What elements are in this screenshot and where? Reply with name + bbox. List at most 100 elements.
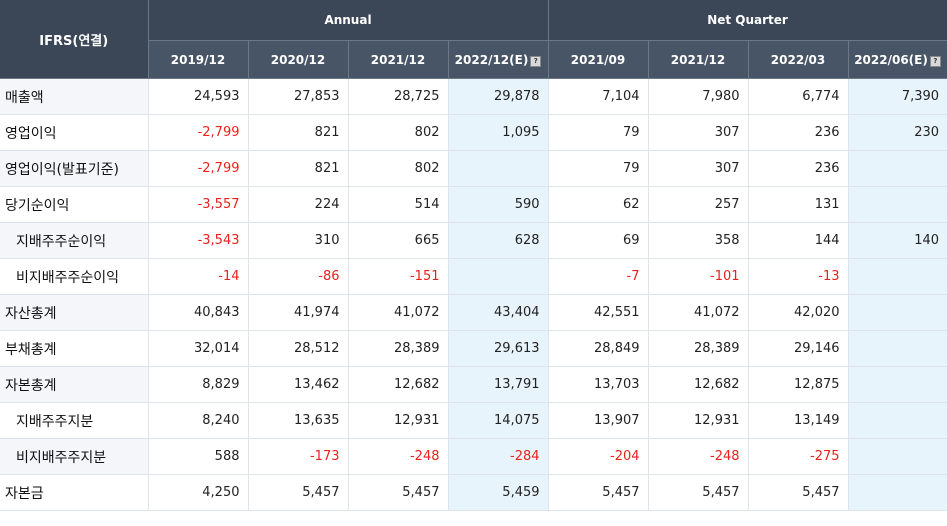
value-cell: 5,459 (448, 474, 549, 511)
value-cell: 40,843 (148, 294, 249, 331)
value-cell: 13,462 (248, 366, 349, 403)
period-label: 2022/06(E) (854, 52, 928, 67)
table-row: 지배주주지분 8,240 13,635 12,931 14,075 13,907 12,93… (0, 402, 947, 439)
value-cell: -3,557 (148, 186, 249, 223)
row-label: 지배주주순이익 (0, 222, 149, 259)
value-cell: 13,635 (248, 402, 349, 439)
row-label: 영업이익(발표기준) (0, 150, 149, 187)
value-cell (848, 474, 947, 511)
period-header-4: 2021/09 (548, 40, 649, 79)
value-cell: 79 (548, 114, 649, 151)
value-cell: 307 (648, 114, 749, 151)
table-header: IFRS(연결) Annual Net Quarter 2019/12 2020/… (0, 0, 947, 79)
period-label: 2022/12(E) (454, 52, 529, 67)
period-label: 2022/03 (770, 52, 826, 67)
value-cell: 821 (248, 114, 349, 151)
value-cell: -151 (348, 258, 449, 295)
value-cell: 358 (648, 222, 749, 259)
row-label: 자본총계 (0, 366, 149, 403)
value-cell: 28,512 (248, 330, 349, 367)
value-cell: 41,072 (348, 294, 449, 331)
value-cell (848, 186, 947, 223)
period-label: 2019/12 (170, 52, 226, 67)
value-cell: 5,457 (248, 474, 349, 511)
value-cell: -86 (248, 258, 349, 295)
row-label: 자본금 (0, 474, 149, 511)
period-header-2: 2021/12 (348, 40, 449, 79)
value-cell: 79 (548, 150, 649, 187)
value-cell: 42,551 (548, 294, 649, 331)
value-cell: 514 (348, 186, 449, 223)
value-cell: -2,799 (148, 150, 249, 187)
estimate-info-icon[interactable]: ? (929, 55, 941, 67)
value-cell (448, 258, 549, 295)
value-cell: -204 (548, 438, 649, 475)
ifrs-basis-header: IFRS(연결) (0, 0, 149, 79)
value-cell: 8,240 (148, 402, 249, 439)
value-cell: 29,613 (448, 330, 549, 367)
period-label: 2020/12 (270, 52, 326, 67)
table-body: 매출액 24,593 27,853 28,725 29,878 7,104 7,980 6,7… (0, 78, 947, 511)
value-cell (848, 258, 947, 295)
table-row: 자본총계 8,829 13,462 12,682 13,791 13,703 12,682 1… (0, 366, 947, 403)
table-row: 영업이익(발표기준) -2,799 821 802 79 307 236 (0, 150, 947, 187)
row-label: 매출액 (0, 78, 149, 115)
value-cell: 821 (248, 150, 349, 187)
value-cell: 236 (748, 114, 849, 151)
period-header-0: 2019/12 (148, 40, 249, 79)
value-cell: 588 (148, 438, 249, 475)
value-cell: 144 (748, 222, 849, 259)
value-cell: 13,703 (548, 366, 649, 403)
table-row: 자산총계 40,843 41,974 41,072 43,404 42,551 41,072… (0, 294, 947, 331)
value-cell: 7,980 (648, 78, 749, 115)
value-cell: -2,799 (148, 114, 249, 151)
value-cell: 310 (248, 222, 349, 259)
period-label: 2021/12 (670, 52, 726, 67)
value-cell: 230 (848, 114, 947, 151)
table-row: 자본금 4,250 5,457 5,457 5,459 5,457 5,457 5,457 (0, 474, 947, 511)
value-cell: 28,389 (648, 330, 749, 367)
value-cell (848, 438, 947, 475)
row-label: 당기순이익 (0, 186, 149, 223)
value-cell: 802 (348, 150, 449, 187)
table-row: 부채총계 32,014 28,512 28,389 29,613 28,849 28,389… (0, 330, 947, 367)
value-cell: 43,404 (448, 294, 549, 331)
value-cell: 665 (348, 222, 449, 259)
value-cell: 28,389 (348, 330, 449, 367)
row-label: 자산총계 (0, 294, 149, 331)
value-cell: 41,974 (248, 294, 349, 331)
value-cell: -173 (248, 438, 349, 475)
financial-summary-table: IFRS(연결) Annual Net Quarter 2019/12 2020/… (0, 0, 947, 511)
estimate-info-icon[interactable]: ? (530, 55, 542, 67)
value-cell: -3,543 (148, 222, 249, 259)
value-cell: 24,593 (148, 78, 249, 115)
value-cell: 28,725 (348, 78, 449, 115)
value-cell: 307 (648, 150, 749, 187)
value-cell: 257 (648, 186, 749, 223)
value-cell: 236 (748, 150, 849, 187)
value-cell: 802 (348, 114, 449, 151)
table-row: 당기순이익 -3,557 224 514 590 62 257 131 (0, 186, 947, 223)
value-cell: 8,829 (148, 366, 249, 403)
row-label: 비지배주주순이익 (0, 258, 149, 295)
value-cell: 12,682 (348, 366, 449, 403)
value-cell: 27,853 (248, 78, 349, 115)
value-cell: 12,682 (648, 366, 749, 403)
table-row: 비지배주주지분 588 -173 -248 -284 -204 -248 -275 (0, 438, 947, 475)
table-row: 지배주주순이익 -3,543 310 665 628 69 358 144 140 (0, 222, 947, 259)
value-cell: 13,149 (748, 402, 849, 439)
value-cell: 5,457 (548, 474, 649, 511)
value-cell: -248 (648, 438, 749, 475)
value-cell: 7,104 (548, 78, 649, 115)
value-cell: 13,791 (448, 366, 549, 403)
period-header-row: 2019/12 2020/12 2021/12 2022/12(E)? 2021/09 2… (0, 40, 947, 79)
value-cell: -248 (348, 438, 449, 475)
period-header-5: 2021/12 (648, 40, 749, 79)
value-cell: 1,095 (448, 114, 549, 151)
net-quarter-group-header: Net Quarter (548, 0, 947, 41)
value-cell: -101 (648, 258, 749, 295)
value-cell: 12,931 (648, 402, 749, 439)
value-cell: 628 (448, 222, 549, 259)
value-cell: 131 (748, 186, 849, 223)
value-cell: -14 (148, 258, 249, 295)
